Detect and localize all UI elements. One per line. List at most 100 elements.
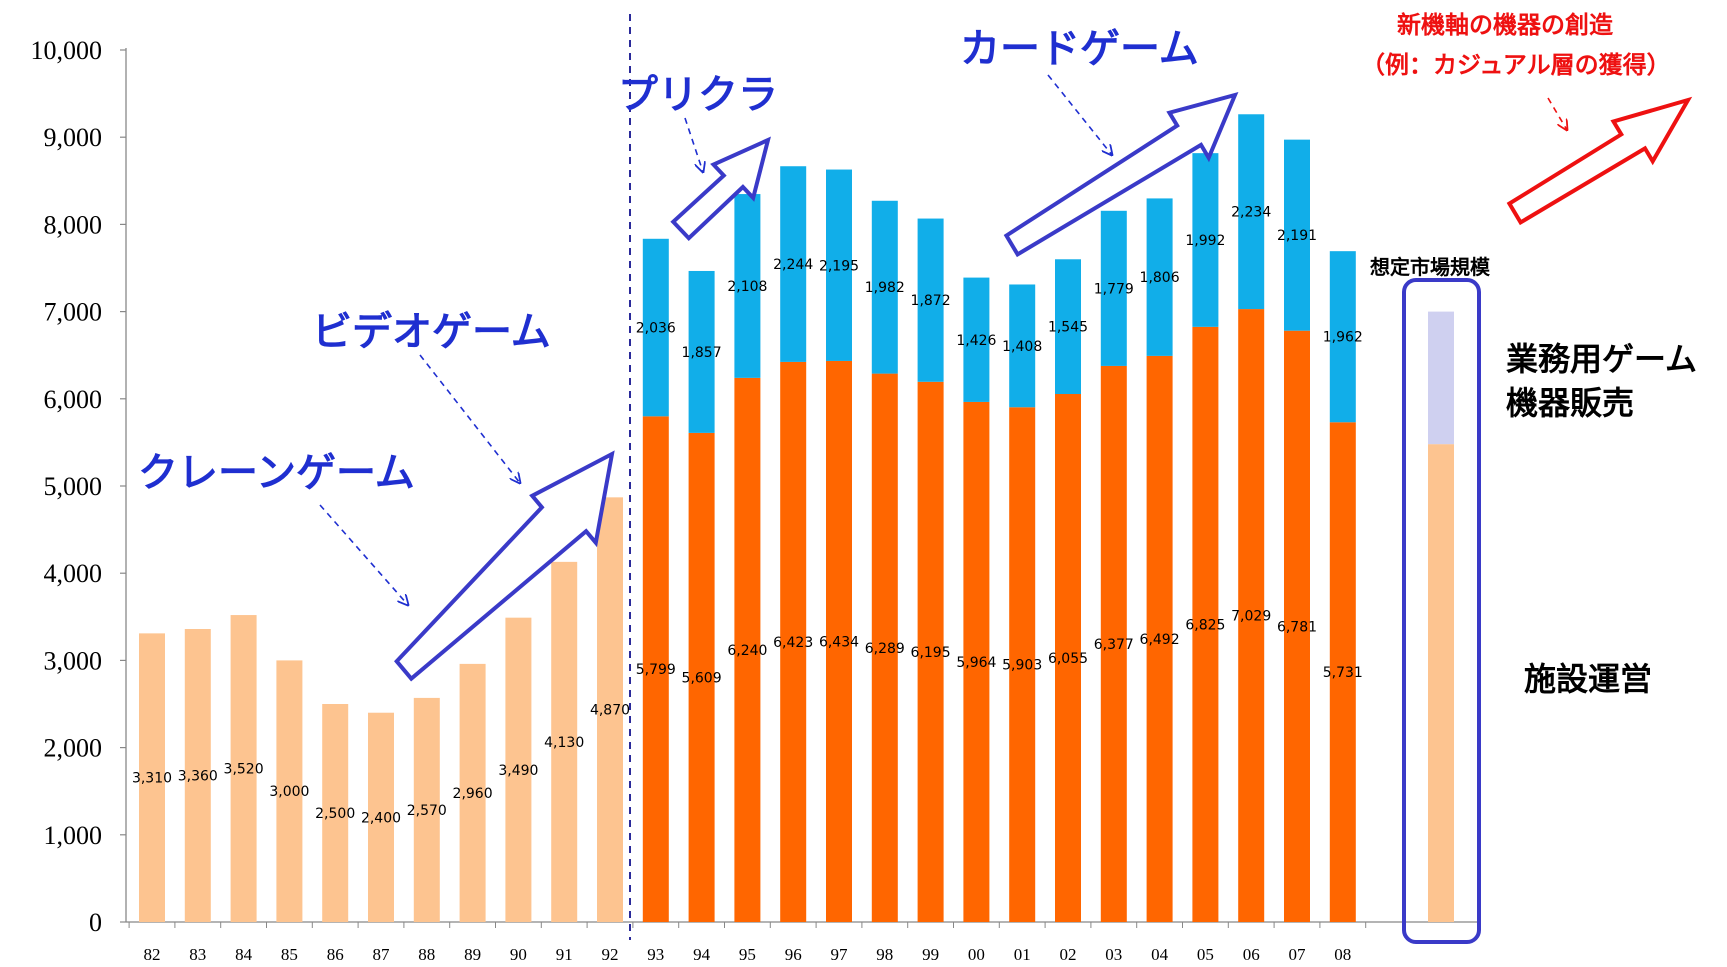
bar-operation — [1055, 394, 1081, 922]
x-tick-label: 98 — [876, 945, 893, 964]
x-tick-label: 08 — [1334, 945, 1351, 964]
data-label-operation: 5,609 — [682, 670, 722, 686]
x-tick-label: 03 — [1105, 945, 1122, 964]
data-label-operation: 6,423 — [773, 635, 813, 651]
data-label-sales: 1,545 — [1048, 320, 1088, 336]
side-label-operation: 施設運営 — [1524, 660, 1652, 698]
y-tick-label: 9,000 — [44, 123, 103, 152]
data-label-operation: 5,731 — [1323, 665, 1363, 681]
pointer-new — [1547, 97, 1567, 130]
bar-sales — [1009, 284, 1036, 408]
annotation-new-line1: 新機軸の機器の創造 — [1397, 11, 1613, 39]
x-tick-label: 06 — [1243, 945, 1260, 964]
x-tick-label: 90 — [510, 945, 527, 964]
bar-sales — [1192, 153, 1219, 327]
bar-operation — [1238, 309, 1265, 923]
data-label-operation: 7,029 — [1231, 609, 1271, 625]
bar-operation — [551, 561, 578, 922]
x-tick-label: 04 — [1151, 945, 1169, 964]
bar-sales — [688, 270, 715, 433]
x-tick-label: 82 — [144, 945, 161, 964]
bar-estimate-operation — [1428, 444, 1454, 922]
data-label-sales: 1,992 — [1185, 233, 1225, 249]
y-tick-label: 7,000 — [44, 298, 103, 327]
data-label-operation: 2,960 — [453, 786, 493, 802]
data-label-sales: 2,244 — [773, 257, 813, 273]
bar-operation — [871, 373, 898, 922]
pointer-crane — [319, 504, 408, 605]
bar-sales — [1146, 198, 1173, 356]
bar-sales — [1238, 114, 1265, 310]
data-label-operation: 3,490 — [498, 763, 538, 779]
data-label-operation: 6,240 — [727, 643, 767, 659]
x-tick-label: 83 — [189, 945, 206, 964]
estimate-box — [1402, 278, 1481, 944]
bar-operation — [826, 360, 852, 922]
data-label-operation: 6,825 — [1185, 617, 1225, 633]
bar-operation — [688, 432, 715, 922]
y-tick-label: 1,000 — [44, 821, 103, 850]
bar-operation — [734, 377, 761, 922]
bar-sales — [734, 194, 761, 378]
data-label-operation: 3,520 — [224, 762, 264, 778]
bars — [139, 114, 1454, 923]
data-label-sales: 1,962 — [1323, 330, 1363, 346]
x-tick-label: 01 — [1014, 945, 1031, 964]
pointer-card — [1047, 74, 1112, 155]
data-label-operation: 6,781 — [1277, 619, 1317, 635]
data-label-operation: 6,195 — [911, 645, 951, 661]
x-tick-label: 92 — [602, 945, 619, 964]
annotation-video: ビデオゲーム — [312, 309, 551, 355]
bar-operation — [184, 629, 211, 922]
y-tick-label: 5,000 — [44, 472, 103, 501]
x-tick-label: 94 — [693, 945, 711, 964]
x-tick-label: 05 — [1197, 945, 1214, 964]
estimate-label: 想定市場規模 — [1370, 255, 1491, 279]
bar-sales — [871, 200, 898, 374]
data-label-sales: 2,195 — [819, 258, 859, 274]
x-tick-label: 02 — [1060, 945, 1077, 964]
x-tick-label: 00 — [968, 945, 985, 964]
x-tick-label: 97 — [831, 945, 849, 964]
bar-sales — [1055, 259, 1081, 395]
data-label-sales: 1,872 — [911, 293, 951, 309]
bar-operation — [1146, 355, 1173, 923]
data-label-sales: 2,234 — [1231, 205, 1271, 221]
y-tick-label: 3,000 — [44, 646, 103, 675]
data-label-operation: 3,360 — [178, 769, 218, 785]
trend-arrow-purikura — [670, 136, 771, 242]
data-labels: 3,310 3,360 3,520 3,000 2,500 2,400 2,570 2,960… — [132, 205, 1363, 827]
x-tick-label: 91 — [556, 945, 573, 964]
bar-operation — [1284, 330, 1310, 923]
annotation-crane: クレーンゲーム — [138, 450, 415, 496]
data-label-operation: 6,055 — [1048, 651, 1088, 667]
trend-arrow-card — [1003, 92, 1239, 258]
bar-sales — [780, 166, 807, 362]
pointer-purikura — [684, 117, 703, 172]
data-label-sales: 1,426 — [956, 333, 996, 349]
data-label-operation: 6,434 — [819, 634, 859, 650]
bar-operation — [276, 660, 303, 922]
data-label-sales: 1,806 — [1140, 270, 1180, 286]
bar-operation — [322, 704, 349, 922]
data-label-operation: 3,000 — [269, 784, 309, 800]
bar-operation — [780, 361, 807, 922]
bar-operation — [1009, 407, 1036, 922]
trend-arrow-video — [394, 450, 615, 682]
data-label-sales: 2,108 — [727, 279, 767, 295]
bar-estimate-sales — [1428, 311, 1454, 445]
y-tick-label: 8,000 — [44, 210, 103, 239]
data-label-operation: 5,964 — [956, 655, 996, 671]
data-label-sales: 1,982 — [865, 280, 905, 296]
data-label-operation: 6,377 — [1094, 637, 1134, 653]
data-label-operation: 2,500 — [315, 806, 355, 822]
side-label-sales-line1: 業務用ゲーム — [1506, 340, 1697, 378]
axes: 0 1,000 2,000 3,000 4,000 5,000 6,000 7,000 8,00… — [31, 36, 1480, 964]
bar-operation — [1100, 365, 1127, 922]
data-label-operation: 6,289 — [865, 641, 905, 657]
bar-operation — [368, 712, 394, 922]
data-label-operation: 4,870 — [590, 703, 630, 719]
bar-operation — [139, 633, 165, 922]
annotation-card: カードゲーム — [960, 26, 1199, 72]
